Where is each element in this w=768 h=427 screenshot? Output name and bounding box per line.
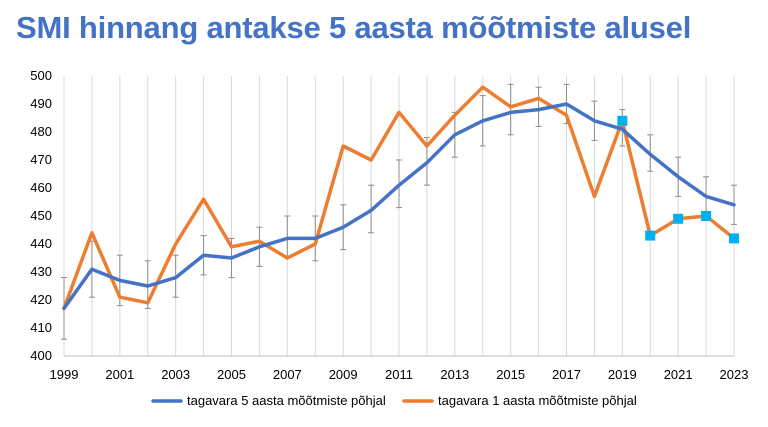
x-tick-label: 2019 <box>608 367 637 382</box>
y-tick-label: 440 <box>30 236 52 251</box>
y-tick-label: 400 <box>30 348 52 363</box>
x-tick-label: 2021 <box>664 367 693 382</box>
x-tick-label: 2003 <box>161 367 190 382</box>
y-tick-label: 490 <box>30 96 52 111</box>
x-tick-label: 2017 <box>552 367 581 382</box>
x-tick-label: 2007 <box>273 367 302 382</box>
x-tick-label: 2015 <box>496 367 525 382</box>
data-point-marker <box>673 213 684 224</box>
y-tick-label: 410 <box>30 320 52 335</box>
x-tick-label: 1999 <box>50 367 79 382</box>
x-tick-label: 2013 <box>440 367 469 382</box>
legend-item-1-year: tagavara 1 aasta mõõtmiste põhjal <box>402 393 637 408</box>
grid-layer <box>63 76 735 356</box>
y-tick-label: 480 <box>30 124 52 139</box>
x-tick-label: 2011 <box>385 367 413 382</box>
y-tick-label: 420 <box>30 292 52 307</box>
axis-layer: 400 410 420 430 440 450 460 470 480 490 500 1999 200… <box>30 68 748 382</box>
x-tick-label: 2005 <box>217 367 246 382</box>
markers-layer <box>617 115 739 244</box>
y-tick-label: 500 <box>30 68 52 83</box>
legend-label: tagavara 5 aasta mõõtmiste põhjal <box>187 393 386 408</box>
x-tick-label: 2023 <box>720 367 749 382</box>
data-point-marker <box>701 211 712 221</box>
y-tick-label: 450 <box>30 208 52 223</box>
y-tick-label: 470 <box>30 152 52 167</box>
chart-title: SMI hinnang antakse 5 aasta mõõtmiste al… <box>16 10 692 45</box>
x-tick-label: 2009 <box>329 367 358 382</box>
legend-item-5-year: tagavara 5 aasta mõõtmiste põhjal <box>151 393 386 408</box>
y-tick-label: 430 <box>30 264 52 279</box>
series-line-5-year <box>62 102 736 311</box>
legend-label: tagavara 1 aasta mõõtmiste põhjal <box>438 393 637 408</box>
x-tick-label: 2001 <box>105 367 134 382</box>
y-tick-label: 460 <box>30 180 52 195</box>
data-point-marker <box>617 115 628 126</box>
data-point-marker <box>645 230 656 241</box>
data-point-marker <box>729 233 739 244</box>
legend: tagavara 5 aasta mõõtmiste põhjal tagavar… <box>151 393 637 408</box>
